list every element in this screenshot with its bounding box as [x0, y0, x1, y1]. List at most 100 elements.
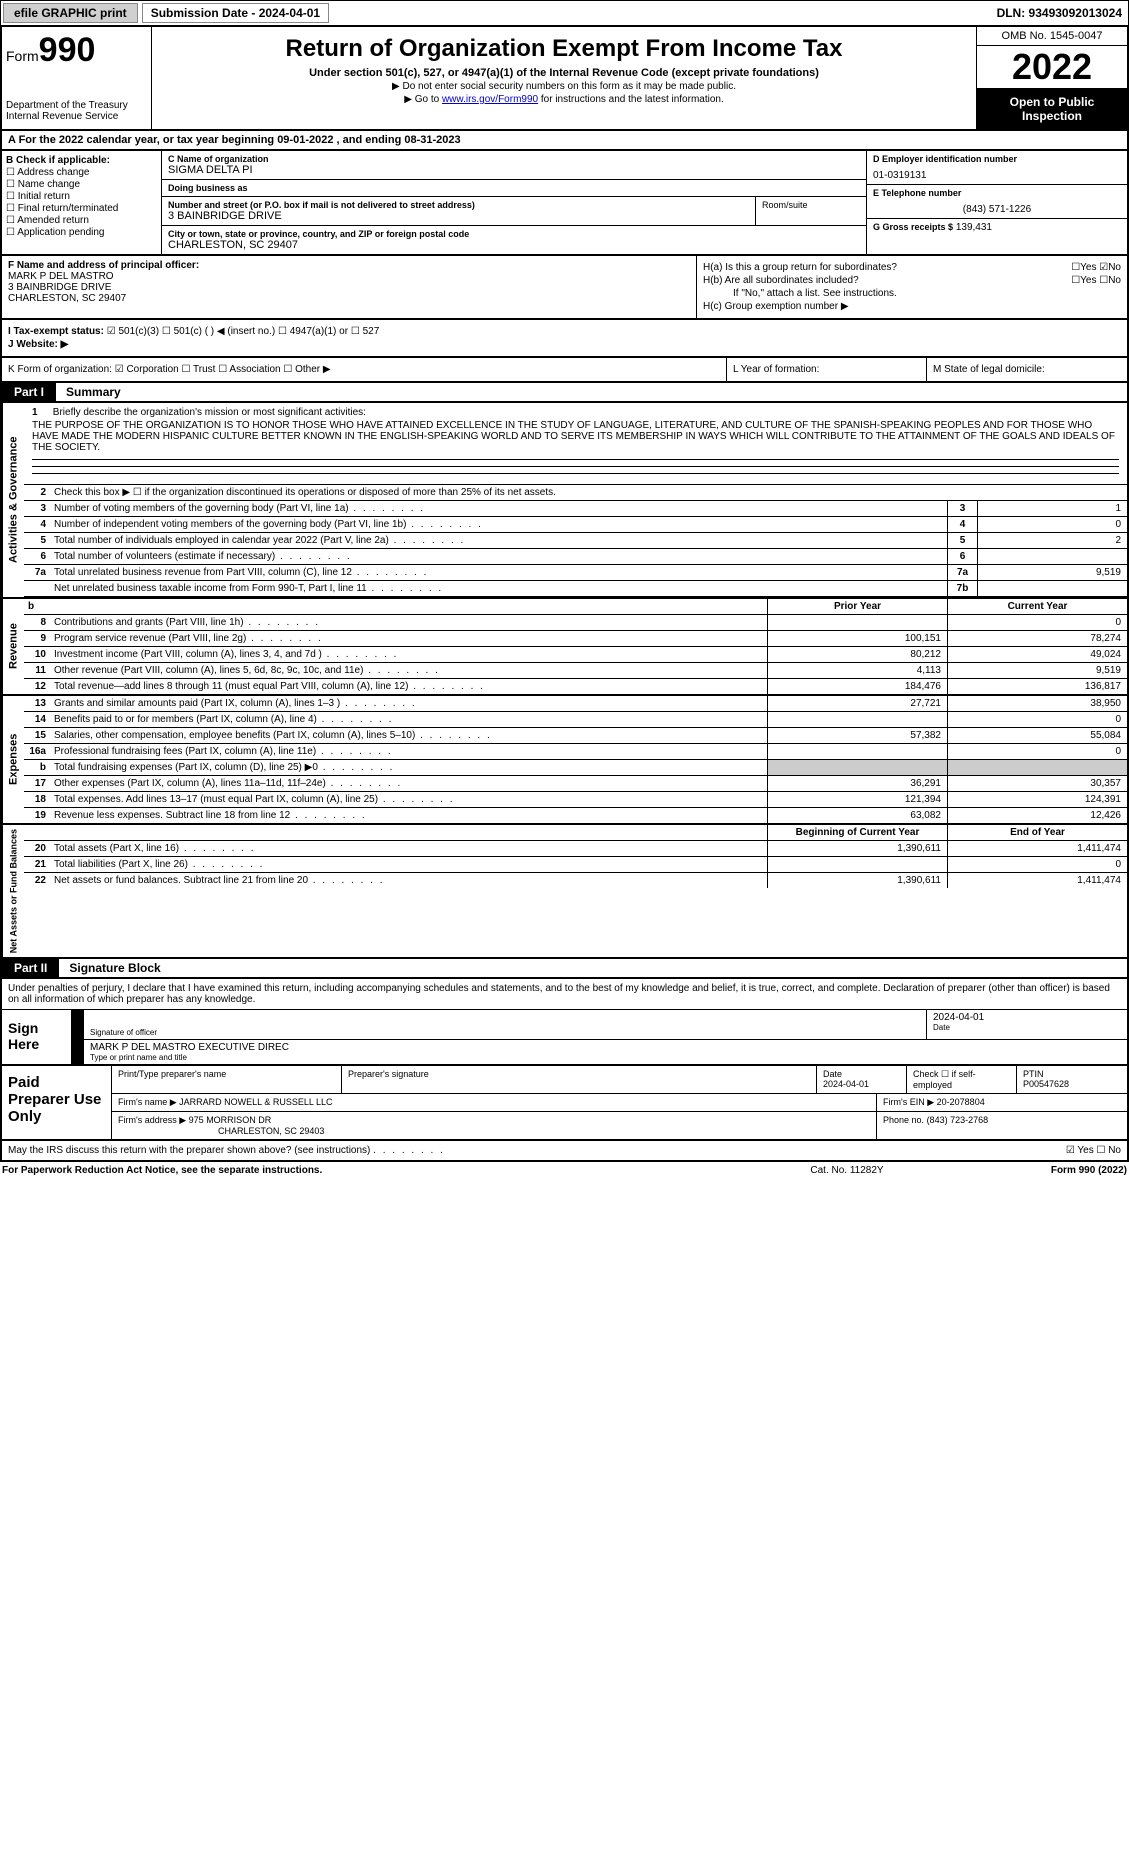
form-of-org: K Form of organization: ☑ Corporation ☐ …: [2, 358, 727, 381]
line-value: 2: [977, 533, 1127, 548]
address-split: Number and street (or P.O. box if mail i…: [162, 197, 866, 226]
activities-governance: Activities & Governance 1 Briefly descri…: [0, 403, 1129, 599]
chk-initial-return[interactable]: ☐ Initial return: [6, 191, 157, 202]
line-num: 14: [24, 712, 50, 727]
exp-side-label: Expenses: [2, 696, 24, 823]
irs-link[interactable]: www.irs.gov/Form990: [442, 94, 538, 105]
net-line: 21 Total liabilities (Part X, line 26) 0: [24, 857, 1127, 873]
firm-addr2: CHARLESTON, SC 29403: [118, 1126, 870, 1136]
prep-title: Paid Preparer Use Only: [2, 1066, 112, 1139]
curr-value: 1,411,474: [947, 873, 1127, 888]
exp-line: 16a Professional fundraising fees (Part …: [24, 744, 1127, 760]
line-desc: Contributions and grants (Part VIII, lin…: [50, 615, 767, 630]
tax-exempt-line: I Tax-exempt status: ☑ 501(c)(3) ☐ 501(c…: [8, 326, 1121, 337]
prior-value: 63,082: [767, 808, 947, 823]
dba-cell: Doing business as: [162, 180, 866, 197]
prep-sig-cell: Preparer's signature: [342, 1066, 817, 1093]
prep-row-1: Print/Type preparer's name Preparer's si…: [112, 1066, 1127, 1094]
officer-label: F Name and address of principal officer:: [8, 260, 690, 271]
room-cell: Room/suite: [756, 197, 866, 225]
prep-right: Print/Type preparer's name Preparer's si…: [112, 1066, 1127, 1139]
line-num: [24, 581, 50, 596]
line-num: 22: [24, 873, 50, 888]
org-name-label: C Name of organization: [168, 154, 860, 164]
revenue-section: Revenue b Prior Year Current Year 8 Cont…: [0, 599, 1129, 696]
line-desc: Net unrelated business taxable income fr…: [50, 581, 947, 596]
line-num: 10: [24, 647, 50, 662]
irs-label: Internal Revenue Service: [6, 111, 147, 122]
curr-value: 1,411,474: [947, 841, 1127, 856]
col-c-org-info: C Name of organization SIGMA DELTA PI Do…: [162, 151, 867, 254]
gov-line: 2 Check this box ▶ ☐ if the organization…: [24, 485, 1127, 501]
line-num: 16a: [24, 744, 50, 759]
chk-application-pending[interactable]: ☐ Application pending: [6, 227, 157, 238]
state-domicile: M State of legal domicile:: [927, 358, 1127, 381]
sig-arrow-icon-2: [72, 1040, 84, 1064]
chk-name-change[interactable]: ☐ Name change: [6, 179, 157, 190]
firm-addr-label: Firm's address ▶: [118, 1115, 186, 1125]
gov-line: 6 Total number of volunteers (estimate i…: [24, 549, 1127, 565]
section-bcd: B Check if applicable: ☐ Address change …: [0, 151, 1129, 256]
prior-value: 57,382: [767, 728, 947, 743]
prior-value: 36,291: [767, 776, 947, 791]
part2-header: Part II Signature Block: [0, 959, 1129, 979]
rev-line: 8 Contributions and grants (Part VIII, l…: [24, 615, 1127, 631]
mission-text: THE PURPOSE OF THE ORGANIZATION IS TO HO…: [32, 420, 1119, 453]
officer-addr1: 3 BAINBRIDGE DRIVE: [8, 282, 690, 293]
ein-label: D Employer identification number: [873, 154, 1121, 164]
header-left: Form990 Department of the Treasury Inter…: [2, 27, 152, 129]
row-klm: K Form of organization: ☑ Corporation ☐ …: [0, 358, 1129, 383]
line-value: 9,519: [977, 565, 1127, 580]
line-num: 6: [24, 549, 50, 564]
mission-block: 1 Briefly describe the organization's mi…: [24, 403, 1127, 485]
prior-year-hdr: Prior Year: [767, 599, 947, 614]
line-num: b: [24, 760, 50, 775]
open-to-public: Open to Public Inspection: [977, 89, 1127, 129]
line-desc: Salaries, other compensation, employee b…: [50, 728, 767, 743]
paperwork-notice: For Paperwork Reduction Act Notice, see …: [2, 1165, 747, 1176]
exp-line: 15 Salaries, other compensation, employe…: [24, 728, 1127, 744]
hc-text: H(c) Group exemption number ▶: [703, 301, 1121, 312]
line-box: 7a: [947, 565, 977, 580]
exp-rows: 13 Grants and similar amounts paid (Part…: [24, 696, 1127, 823]
line-box: 7b: [947, 581, 977, 596]
mission-num: 1: [32, 407, 50, 418]
line-desc: Total revenue—add lines 8 through 11 (mu…: [50, 679, 767, 694]
sig-officer-label: Signature of officer: [90, 1028, 920, 1037]
org-name-value: SIGMA DELTA PI: [168, 164, 860, 176]
dept-treasury: Department of the Treasury: [6, 100, 147, 111]
curr-value: 0: [947, 857, 1127, 872]
tax-exempt-opts: ☑ 501(c)(3) ☐ 501(c) ( ) ◀ (insert no.) …: [107, 326, 380, 337]
prep-date-value: 2024-04-01: [823, 1079, 900, 1089]
sig-date-cell: 2024-04-01 Date: [927, 1010, 1127, 1039]
firm-name-cell: Firm's name ▶ JARRARD NOWELL & RUSSELL L…: [112, 1094, 877, 1111]
curr-year-hdr: Current Year: [947, 599, 1127, 614]
line-num: 11: [24, 663, 50, 678]
exp-line: 13 Grants and similar amounts paid (Part…: [24, 696, 1127, 712]
gov-side-label: Activities & Governance: [2, 403, 24, 597]
col-b-header: B Check if applicable:: [6, 155, 157, 166]
part2-title: Signature Block: [59, 959, 170, 977]
officer-name: MARK P DEL MASTRO: [8, 271, 690, 282]
firm-phone-value: (843) 723-2768: [927, 1115, 989, 1125]
line-desc: Revenue less expenses. Subtract line 18 …: [50, 808, 767, 823]
chk-final-return[interactable]: ☐ Final return/terminated: [6, 203, 157, 214]
net-line: 20 Total assets (Part X, line 16) 1,390,…: [24, 841, 1127, 857]
exp-line: 19 Revenue less expenses. Subtract line …: [24, 808, 1127, 823]
room-label: Room/suite: [762, 200, 808, 210]
efile-print-button[interactable]: efile GRAPHIC print: [3, 3, 138, 23]
prior-value: 1,390,611: [767, 873, 947, 888]
line-desc: Benefits paid to or for members (Part IX…: [50, 712, 767, 727]
curr-value: [947, 760, 1127, 775]
expenses-section: Expenses 13 Grants and similar amounts p…: [0, 696, 1129, 825]
prior-value: 1,390,611: [767, 841, 947, 856]
line-desc: Net assets or fund balances. Subtract li…: [50, 873, 767, 888]
chk-address-change[interactable]: ☐ Address change: [6, 167, 157, 178]
line-num: 5: [24, 533, 50, 548]
firm-addr1: 975 MORRISON DR: [189, 1115, 272, 1125]
line-num: 12: [24, 679, 50, 694]
exp-line: 17 Other expenses (Part IX, column (A), …: [24, 776, 1127, 792]
sign-here-label: Sign Here: [2, 1010, 72, 1064]
line-num: 18: [24, 792, 50, 807]
chk-amended[interactable]: ☐ Amended return: [6, 215, 157, 226]
